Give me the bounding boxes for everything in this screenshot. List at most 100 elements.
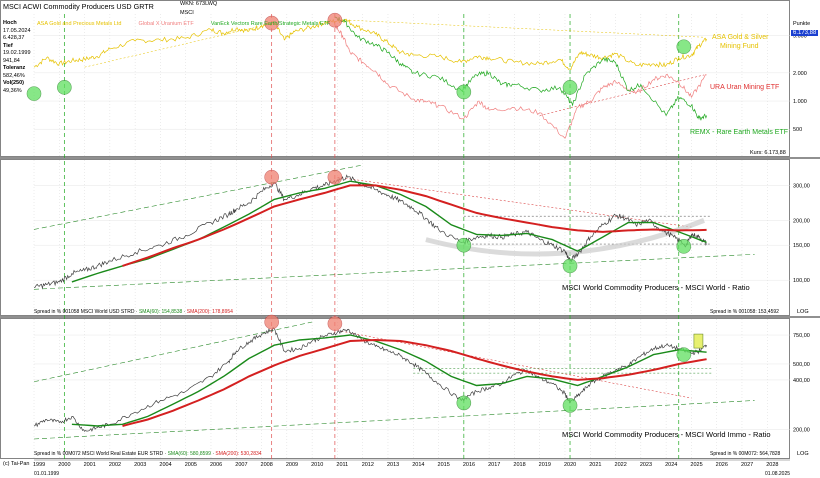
x-tick-label: 2018	[513, 462, 525, 468]
highlight-marker	[264, 15, 279, 31]
panel2-label: MSCI World Commodity Producers - MSCI Wo…	[562, 283, 750, 292]
chart-title: MSCI ACWI Commodity Producers USD GRTR	[3, 2, 154, 11]
legend-item-ura: Global X Uranium ETF	[138, 21, 194, 27]
stats-block: Hoch 17.05.2024 6.428,37 Tief 19.02.1999…	[3, 20, 38, 95]
x-tick-label: 2012	[362, 462, 374, 468]
x-tick-label: 2015	[438, 462, 450, 468]
highlight-marker	[57, 80, 72, 95]
series-line-0-1	[334, 24, 707, 139]
x-tick-label: 2014	[412, 462, 424, 468]
x-tick-label: 2016	[463, 462, 475, 468]
highlight-marker	[562, 258, 578, 274]
highlight-marker	[562, 80, 578, 95]
panel3-log-label: LOG	[797, 451, 809, 457]
series-line-0-0	[33, 17, 707, 71]
annotation-asa-1: ASA Gold & Silver	[712, 34, 769, 41]
x-tick-label: 2013	[387, 462, 399, 468]
y-tick-label: 1.000	[793, 99, 807, 105]
x-tick-label: 2026	[716, 462, 728, 468]
y-tick-label: 5.000	[793, 34, 807, 40]
y-tick-label: 750,00	[793, 333, 810, 339]
x-tick-label: 2022	[615, 462, 627, 468]
vol-label: Vol(250)	[3, 80, 24, 86]
x-tick-label: 2023	[640, 462, 652, 468]
x-tick-label: 2020	[564, 462, 576, 468]
x-tick-label: 2009	[286, 462, 298, 468]
wkn-label: WKN: 673LWQ	[180, 1, 218, 7]
x-tick-label: 2027	[741, 462, 753, 468]
x-tick-label: 2011	[336, 462, 348, 468]
x-tick-label: 2001	[84, 462, 96, 468]
panel-top-frame	[0, 0, 790, 157]
panel2-sma200: SMA(200): 178,8954	[186, 309, 233, 315]
toleranz-label: Toleranz	[3, 65, 26, 71]
x-tick-label: 2008	[261, 462, 273, 468]
x-tick-label: 2002	[109, 462, 121, 468]
panel2-footer: Spread in % 001058 MSCI World USD STRD ·…	[34, 309, 233, 315]
x-tick-label: 2007	[235, 462, 247, 468]
y-tick-label: 500,00	[793, 362, 810, 368]
highlight-marker	[456, 395, 472, 411]
annotation-asa-2: Mining Fund	[720, 43, 759, 50]
series-line-1-0	[33, 174, 707, 290]
y-tick-label: 100,00	[793, 278, 810, 284]
x-tick-label: 2021	[589, 462, 601, 468]
series-line-1-2	[122, 184, 707, 267]
highlight-marker	[327, 12, 343, 28]
highlight-marker	[264, 314, 279, 330]
panel2-footer-right: Spread in % 001058: 153,4592	[710, 309, 779, 315]
punkte-label: Punkte	[793, 21, 811, 27]
y-tick-label: 150,00	[793, 243, 810, 249]
highlight-marker	[327, 316, 343, 331]
annotation-ura: URA Uran Mining ETF	[710, 84, 780, 91]
highlight-marker	[562, 398, 578, 413]
y-tick-label: 500	[793, 127, 802, 133]
x-tick-label: 2017	[488, 462, 500, 468]
panel-bottom-frame	[0, 318, 790, 459]
panel-middle-frame	[0, 159, 790, 316]
tief-label: Tief	[3, 42, 13, 49]
x-tick-label: 2028	[766, 462, 778, 468]
series-line-2-2	[122, 338, 707, 427]
y-tick-label: 2.000	[793, 71, 807, 77]
x-tick-label: 2010	[311, 462, 323, 468]
toleranz-value: 582,46%	[3, 72, 25, 79]
tief-date: 19.02.1999	[3, 50, 31, 56]
panel2-sma60: SMA(60): 154,8538	[138, 309, 183, 315]
kurs-bottom: Kurs: 6.173,88	[750, 150, 786, 156]
x-tick-label: 2025	[690, 462, 702, 468]
highlight-marker	[676, 347, 692, 362]
legend-item-asa: ASA Gold and Precious Metals Ltd	[37, 21, 122, 27]
tief-value: 941,84	[3, 57, 20, 64]
panel3-footer: Spread in % 00M072 MSCI World Real Estat…	[34, 451, 262, 457]
hoch-value: 6.428,37	[3, 35, 25, 41]
series-line-2-0	[33, 326, 707, 432]
index-label: MSCI	[180, 10, 194, 16]
highlight-marker	[264, 169, 279, 185]
highlight-marker	[456, 237, 472, 253]
x-tick-label: 2004	[159, 462, 171, 468]
y-tick-label: 400,00	[793, 378, 810, 384]
y-tick-label: 200,00	[793, 218, 810, 224]
panel3-footer-left: Spread in % 00M072 MSCI World Real Estat…	[34, 451, 164, 457]
x-tick-label: 2024	[665, 462, 677, 468]
current-value-badge: 6.173,88	[791, 30, 819, 36]
panel2-footer-left: Spread in % 001058 MSCI World USD STRD	[34, 309, 135, 315]
highlight-marker	[676, 239, 692, 254]
copyright: (c) Tai-Pan	[3, 461, 30, 467]
x-tick-label: 2000	[58, 462, 70, 468]
y-tick-label: 200,00	[793, 427, 810, 433]
panel3-footer-right: Spread in % 00M072: 564,7828	[710, 451, 781, 457]
panel2-log-label: LOG	[797, 309, 809, 315]
legend-item-remx: VanEck Vectors Rare Earth/Strategic Meta…	[210, 21, 331, 27]
x-tick-label: 2019	[539, 462, 551, 468]
highlight-box	[693, 333, 704, 349]
x-tick-label: 2006	[210, 462, 222, 468]
panel3-sma60: SMA(60): 580,8599	[167, 451, 211, 457]
x-tick-label: 1999	[33, 462, 45, 468]
hoch-date: 17.05.2024	[3, 27, 31, 34]
start-date: 01.01.1999	[34, 471, 60, 477]
annotation-remx: REMX - Rare Earth Metals ETF	[690, 129, 789, 136]
x-tick-label: 2005	[185, 462, 197, 468]
